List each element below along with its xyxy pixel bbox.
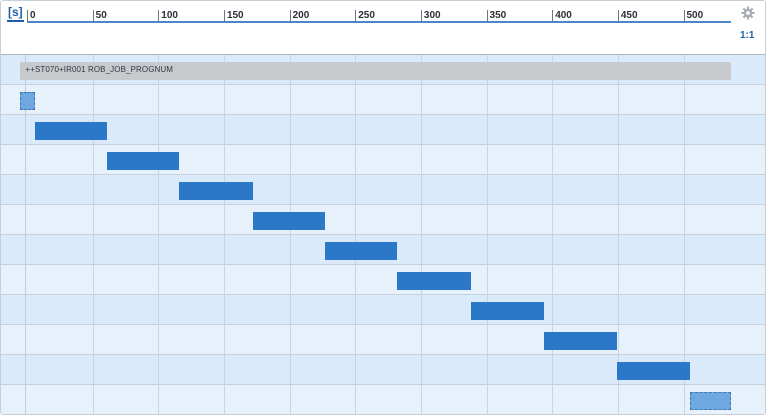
step-bar[interactable] (179, 182, 253, 200)
placeholder-step-bar[interactable] (690, 392, 731, 410)
grid-line (158, 55, 160, 414)
axis-tick (289, 10, 291, 22)
gear-icon[interactable] (741, 6, 755, 20)
step-row (1, 205, 765, 235)
grid-line (223, 55, 225, 414)
step-bar[interactable] (544, 332, 617, 350)
axis-tick-label: 0 (30, 10, 36, 21)
step-bar[interactable] (616, 362, 691, 380)
axis-tick-label: 100 (161, 10, 178, 21)
step-bar[interactable] (34, 122, 108, 140)
axis-tick (683, 10, 685, 22)
step-row (1, 85, 765, 115)
axis-tick-label: 400 (555, 10, 572, 21)
axis-tick-label: 150 (226, 10, 244, 21)
grid-line (617, 55, 619, 414)
axis-tick (223, 10, 225, 22)
axis-tick (355, 10, 357, 22)
grid-line (289, 55, 291, 414)
axis-tick (486, 10, 488, 22)
time-unit-label: [s] (7, 6, 24, 22)
axis-tick-label: 250 (358, 10, 375, 21)
step-bar[interactable] (397, 272, 471, 290)
grid-line (355, 55, 357, 414)
zoom-level-label[interactable]: 1:1 (740, 30, 755, 41)
timeline-rows: ++ST070+IR001 ROB_JOB_PROGNUM (1, 55, 765, 414)
placeholder-step-bar[interactable] (20, 92, 35, 110)
time-axis-header: [s] 0 50 100 150 200 250 300 350 400 450 500 1:1 (1, 1, 765, 55)
grid-line (552, 55, 554, 414)
grid-line (420, 55, 422, 414)
grid-line (92, 55, 94, 414)
axis-tick-label: 450 (620, 10, 638, 21)
axis-tick (617, 10, 619, 22)
axis-tick (552, 10, 554, 22)
group-summary-bar[interactable]: ++ST070+IR001 ROB_JOB_PROGNUM (20, 62, 731, 80)
step-row (1, 325, 765, 355)
axis-tick (420, 10, 422, 22)
axis-tick-label: 500 (686, 10, 704, 21)
row-label-divider (25, 55, 26, 414)
step-row (1, 175, 765, 205)
axis-tick-label: 300 (423, 10, 441, 21)
step-row (1, 295, 765, 325)
axis-tick (158, 10, 160, 22)
step-bar[interactable] (325, 242, 398, 260)
step-row (1, 235, 765, 265)
axis-tick-label: 200 (292, 10, 310, 21)
step-bar[interactable] (252, 212, 326, 230)
group-bar-label: ++ST070+IR001 ROB_JOB_PROGNUM (25, 65, 174, 74)
step-row (1, 115, 765, 145)
grid-line (683, 55, 685, 414)
axis-tick-label: 350 (489, 10, 507, 21)
grid-line (486, 55, 488, 414)
time-axis-line (27, 21, 731, 23)
axis-tick (92, 10, 94, 22)
step-bar[interactable] (470, 302, 545, 320)
axis-tick-label: 50 (95, 10, 107, 21)
axis-tick (27, 10, 28, 22)
step-bar[interactable] (107, 152, 180, 170)
step-row (1, 265, 765, 295)
step-row (1, 385, 765, 414)
